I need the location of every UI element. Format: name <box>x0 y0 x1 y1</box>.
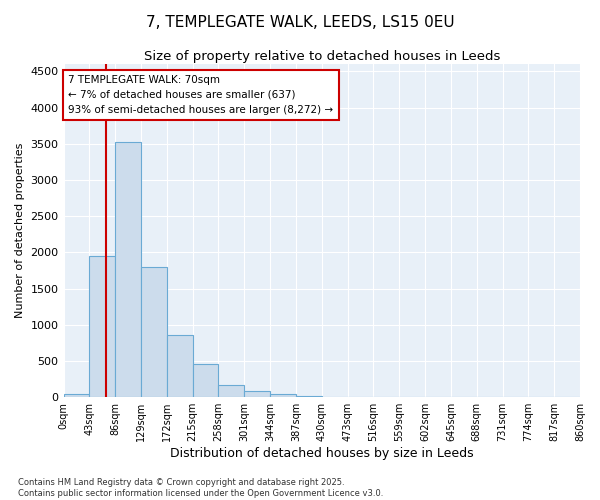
Bar <box>296 396 322 397</box>
Bar <box>141 267 167 397</box>
Bar <box>167 335 193 397</box>
Bar <box>115 142 141 397</box>
Bar <box>193 364 218 397</box>
Bar <box>270 394 296 397</box>
X-axis label: Distribution of detached houses by size in Leeds: Distribution of detached houses by size … <box>170 447 473 460</box>
Bar <box>218 385 244 397</box>
Text: 7, TEMPLEGATE WALK, LEEDS, LS15 0EU: 7, TEMPLEGATE WALK, LEEDS, LS15 0EU <box>146 15 454 30</box>
Title: Size of property relative to detached houses in Leeds: Size of property relative to detached ho… <box>143 50 500 63</box>
Text: Contains HM Land Registry data © Crown copyright and database right 2025.
Contai: Contains HM Land Registry data © Crown c… <box>18 478 383 498</box>
Text: 7 TEMPLEGATE WALK: 70sqm
← 7% of detached houses are smaller (637)
93% of semi-d: 7 TEMPLEGATE WALK: 70sqm ← 7% of detache… <box>68 75 334 114</box>
Bar <box>89 256 115 397</box>
Y-axis label: Number of detached properties: Number of detached properties <box>15 143 25 318</box>
Bar <box>64 394 89 397</box>
Bar <box>244 392 270 397</box>
